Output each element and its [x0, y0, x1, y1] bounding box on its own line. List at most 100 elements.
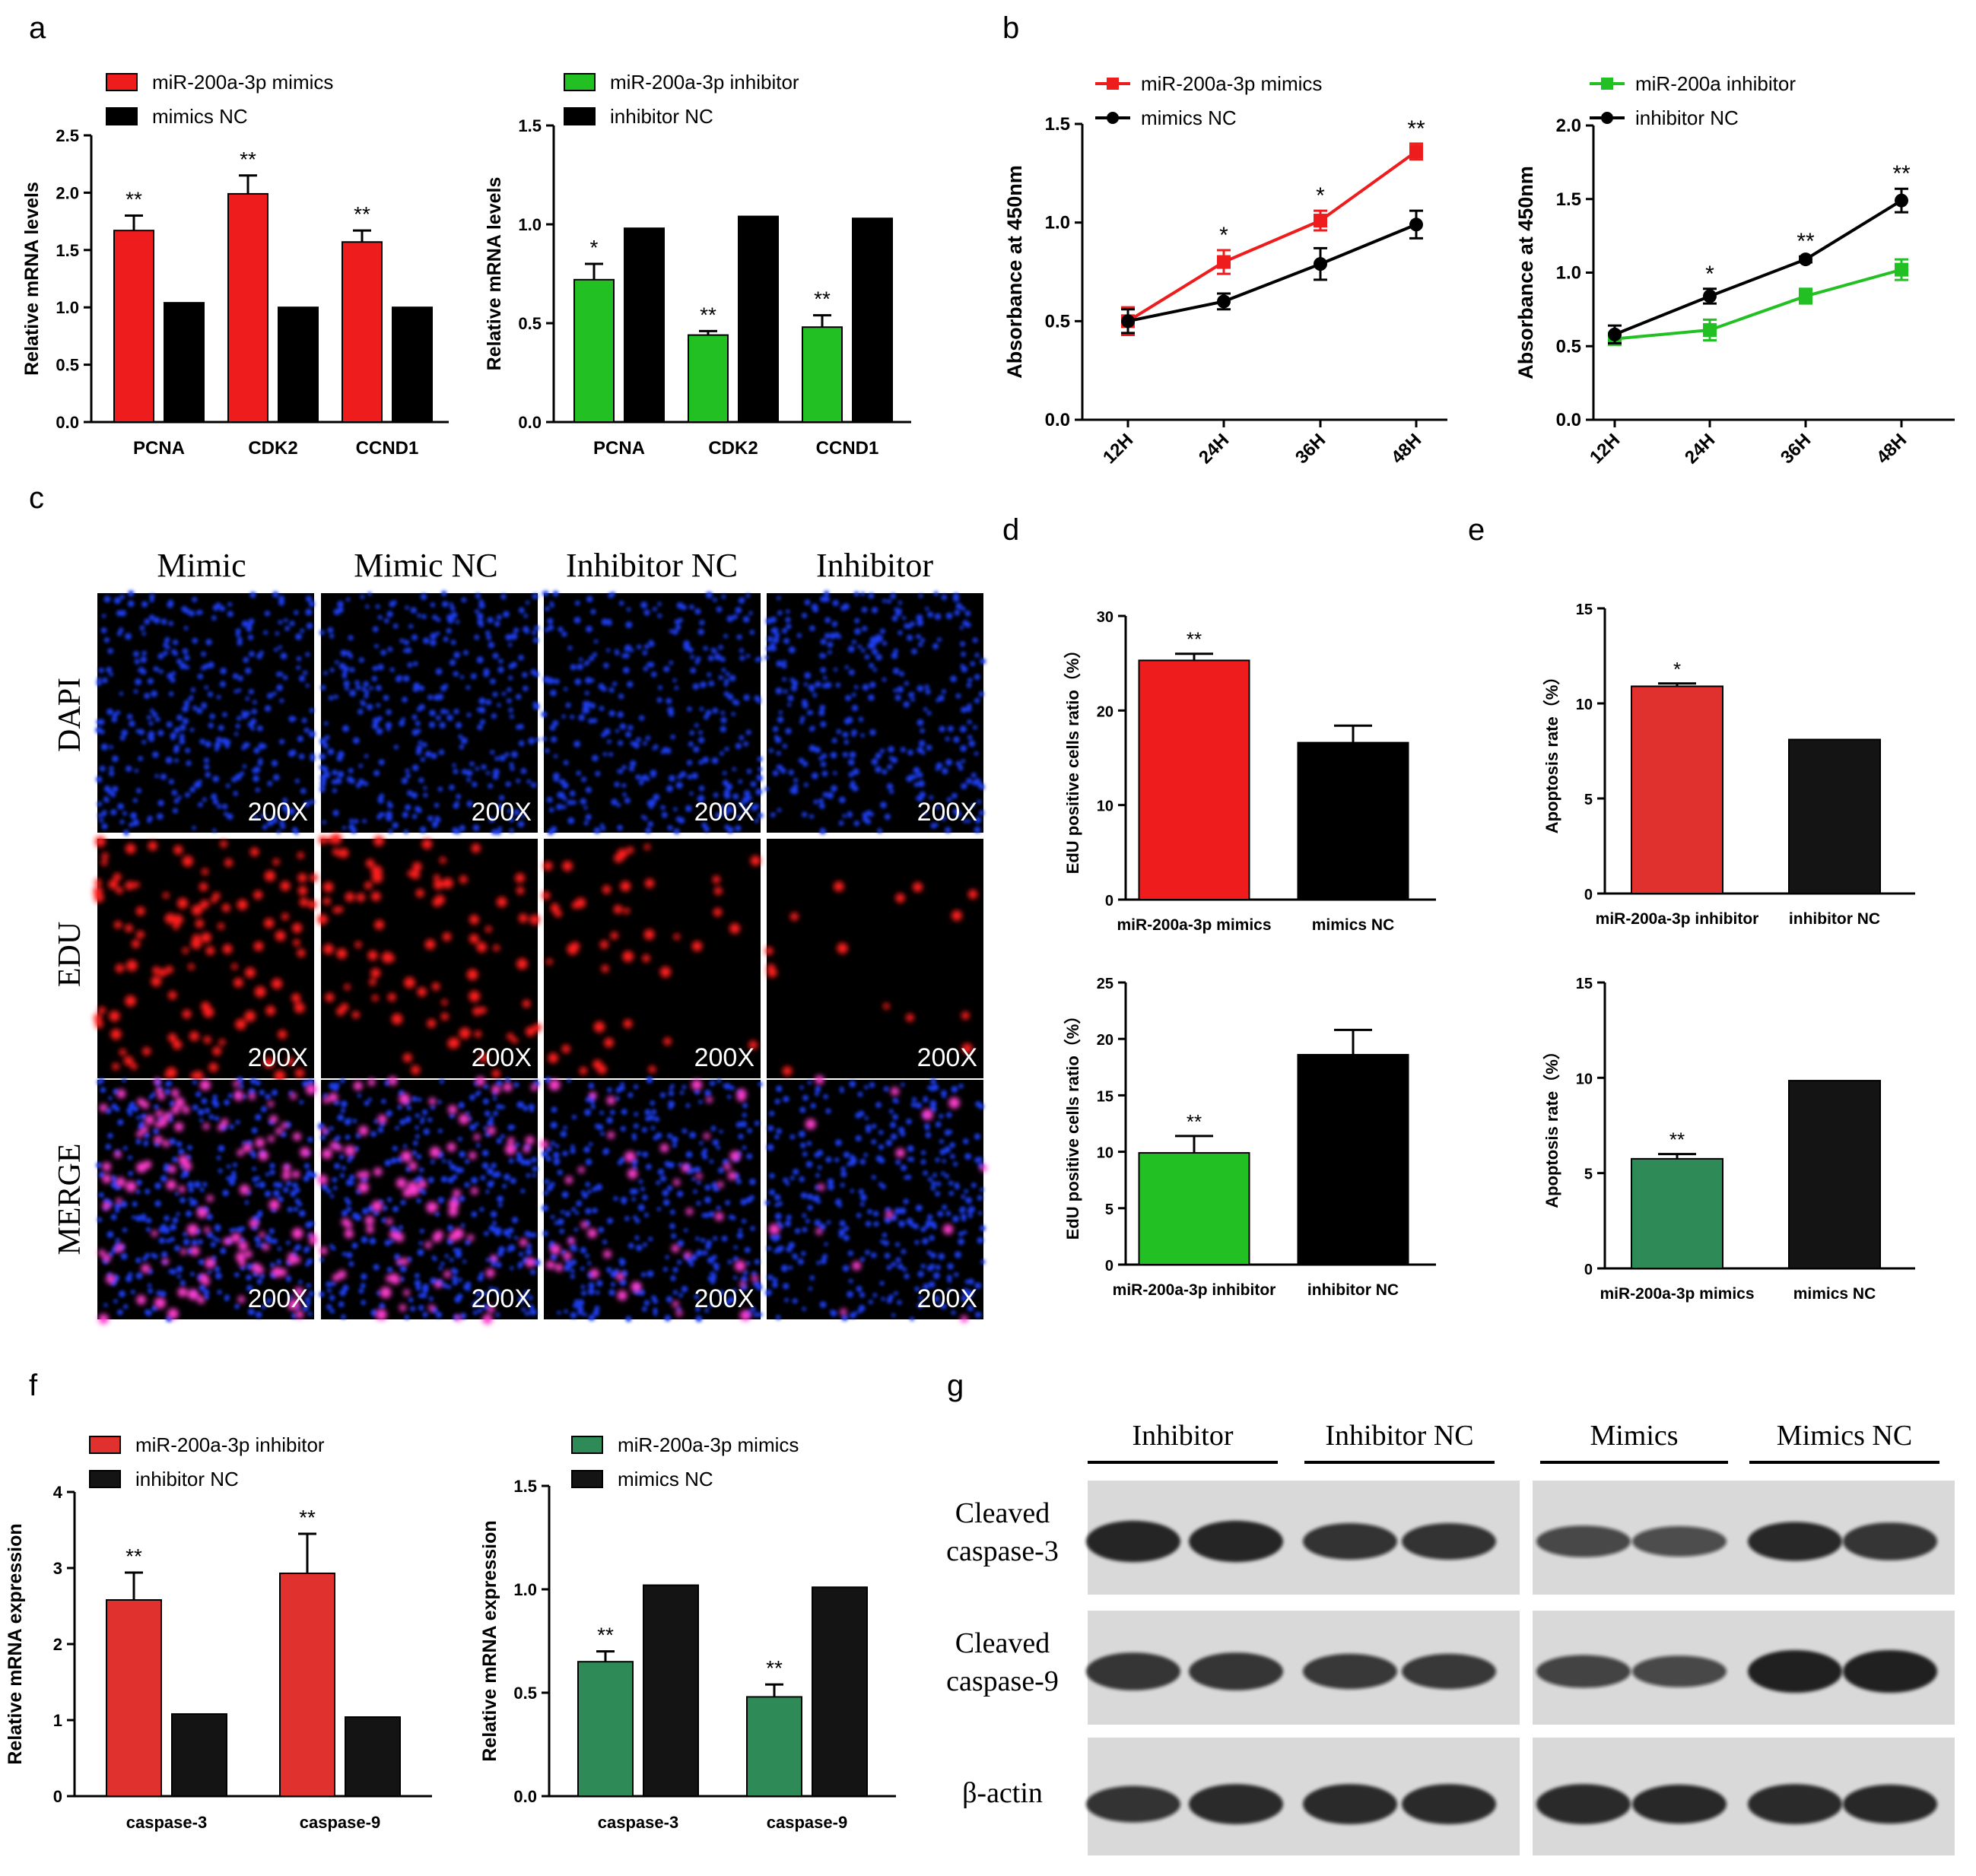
nucleus	[486, 635, 491, 640]
edu-cell	[98, 1249, 106, 1256]
y-tick-label: 15	[1097, 1088, 1113, 1105]
nucleus	[857, 1091, 863, 1097]
edu-cell	[116, 1198, 122, 1205]
nucleus	[786, 609, 790, 614]
nucleus	[724, 1083, 731, 1090]
nucleus	[942, 767, 948, 775]
micro-col-label-2: Mimic NC	[354, 547, 497, 584]
nucleus	[847, 646, 855, 652]
nucleus	[208, 1270, 212, 1274]
nucleus	[491, 713, 497, 719]
nucleus	[103, 797, 108, 802]
nucleus	[417, 1249, 424, 1256]
nucleus	[166, 1238, 171, 1243]
nucleus	[276, 684, 283, 691]
nucleus	[192, 826, 196, 830]
edu-cell	[321, 1127, 328, 1134]
edu-cell	[550, 1244, 561, 1255]
nucleus	[403, 675, 410, 682]
nucleus	[675, 620, 681, 625]
nucleus	[349, 778, 355, 784]
nucleus	[770, 646, 777, 652]
nucleus	[545, 1077, 551, 1084]
nucleus	[480, 719, 486, 725]
series-line	[1614, 268, 1902, 341]
nucleus	[702, 1154, 708, 1160]
nucleus	[183, 626, 189, 630]
nucleus	[646, 1076, 653, 1084]
edu-cell	[253, 941, 264, 951]
nucleus	[281, 805, 288, 811]
nucleus	[97, 1217, 103, 1223]
nucleus	[831, 738, 837, 744]
nucleus	[850, 780, 856, 786]
nucleus	[926, 1250, 932, 1255]
nucleus	[598, 1227, 605, 1233]
nucleus	[925, 1125, 930, 1131]
nucleus	[662, 1189, 669, 1197]
edu-cell	[174, 1097, 185, 1108]
nucleus	[721, 1235, 728, 1242]
nucleus	[319, 765, 323, 770]
micro-tile: 200X	[539, 1076, 763, 1322]
nucleus	[958, 1238, 964, 1246]
nucleus	[176, 659, 183, 665]
nucleus	[188, 1197, 193, 1201]
edu-cell	[548, 1052, 559, 1064]
edu-cell	[116, 1177, 125, 1187]
nucleus	[256, 653, 262, 659]
nucleus	[793, 1168, 799, 1175]
nucleus	[449, 659, 456, 666]
nucleus	[460, 1313, 467, 1319]
edu-cell	[125, 1181, 137, 1192]
nucleus	[477, 618, 484, 626]
nucleus	[640, 1271, 646, 1278]
nucleus	[897, 608, 902, 613]
nucleus	[866, 1128, 872, 1134]
edu-cell	[345, 1145, 356, 1157]
nucleus	[720, 751, 724, 756]
nucleus	[718, 1167, 724, 1173]
nucleus	[125, 633, 132, 640]
nucleus	[809, 726, 815, 732]
nucleus	[749, 630, 755, 635]
edu-cell	[546, 958, 553, 965]
nucleus	[967, 735, 973, 740]
nucleus	[948, 1129, 953, 1135]
nucleus	[371, 675, 377, 682]
tile-background	[544, 839, 761, 1078]
edu-cell	[199, 900, 209, 909]
nucleus	[273, 1189, 280, 1197]
nucleus	[917, 1303, 923, 1309]
nucleus	[953, 1161, 958, 1167]
edu-cell	[238, 1240, 248, 1251]
nucleus	[148, 1094, 154, 1100]
edu-cell	[329, 1092, 338, 1103]
nucleus	[821, 1253, 828, 1260]
nucleus	[974, 751, 979, 756]
nucleus	[738, 779, 743, 784]
nucleus	[627, 681, 634, 687]
nucleus	[667, 1185, 673, 1191]
edu-cell	[125, 924, 133, 932]
edu-cell	[729, 1171, 737, 1179]
nucleus	[332, 770, 338, 776]
nucleus	[198, 1239, 203, 1245]
nucleus	[629, 760, 637, 767]
nucleus	[642, 650, 648, 655]
nucleus	[341, 1314, 346, 1319]
nucleus	[699, 1141, 704, 1145]
nucleus	[416, 728, 421, 734]
nucleus	[722, 810, 729, 817]
tile-background	[767, 839, 983, 1078]
edu-cell	[166, 1179, 176, 1190]
nucleus	[638, 780, 644, 786]
edu-cell	[685, 1208, 694, 1215]
series-line	[1126, 150, 1418, 323]
edu-cell	[948, 1097, 960, 1109]
edu-cell	[675, 1309, 683, 1316]
edu-cell	[152, 966, 160, 975]
blot-band	[1303, 1653, 1397, 1690]
edu-cell	[231, 1233, 241, 1243]
edu-cell	[299, 897, 309, 907]
